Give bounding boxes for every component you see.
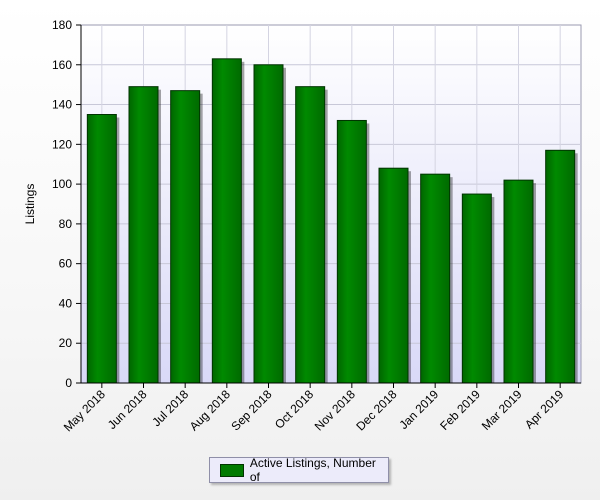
bars xyxy=(86,58,578,384)
bar xyxy=(420,173,451,384)
legend: Active Listings, Number of xyxy=(209,456,389,484)
x-tick-label: Jun 2018 xyxy=(105,387,150,432)
bar xyxy=(336,119,367,384)
x-tick-label: Jul 2018 xyxy=(149,387,191,429)
bar xyxy=(545,149,576,384)
y-axis-ticks: 0 20 40 60 80 100 120 140 160 180 xyxy=(52,18,81,390)
bar xyxy=(503,179,534,384)
y-tick-label: 180 xyxy=(52,18,72,32)
bar xyxy=(253,64,284,384)
y-tick-label: 20 xyxy=(59,336,73,350)
bar xyxy=(295,86,326,384)
x-tick-label: Jan 2019 xyxy=(396,387,441,432)
y-axis-title: Listings xyxy=(23,184,37,225)
bar xyxy=(211,58,242,384)
y-tick-label: 40 xyxy=(59,296,73,310)
x-tick-label: Aug 2018 xyxy=(187,387,233,433)
y-tick-label: 100 xyxy=(52,177,72,191)
y-tick-label: 160 xyxy=(52,58,72,72)
x-tick-label: Sep 2018 xyxy=(228,387,274,433)
y-tick-label: 60 xyxy=(59,257,73,271)
x-tick-label: Nov 2018 xyxy=(312,387,358,433)
bar xyxy=(86,114,117,384)
bar xyxy=(170,90,201,384)
x-tick-label: Oct 2018 xyxy=(272,387,317,432)
x-tick-label: May 2018 xyxy=(61,387,108,434)
legend-label: Active Listings, Number of xyxy=(249,456,376,484)
y-tick-label: 120 xyxy=(52,137,72,151)
y-tick-label: 140 xyxy=(52,98,72,112)
y-tick-label: 0 xyxy=(65,376,72,390)
legend-swatch xyxy=(220,463,244,477)
bar xyxy=(378,167,409,384)
x-tick-label: Apr 2019 xyxy=(522,387,567,432)
x-tick-label: Mar 2019 xyxy=(479,387,525,433)
bar xyxy=(461,193,492,384)
y-tick-label: 80 xyxy=(59,217,73,231)
plot-area xyxy=(80,24,582,384)
bar xyxy=(128,86,159,384)
x-tick-label: Dec 2018 xyxy=(353,387,399,433)
x-tick-label: Feb 2019 xyxy=(437,387,483,433)
